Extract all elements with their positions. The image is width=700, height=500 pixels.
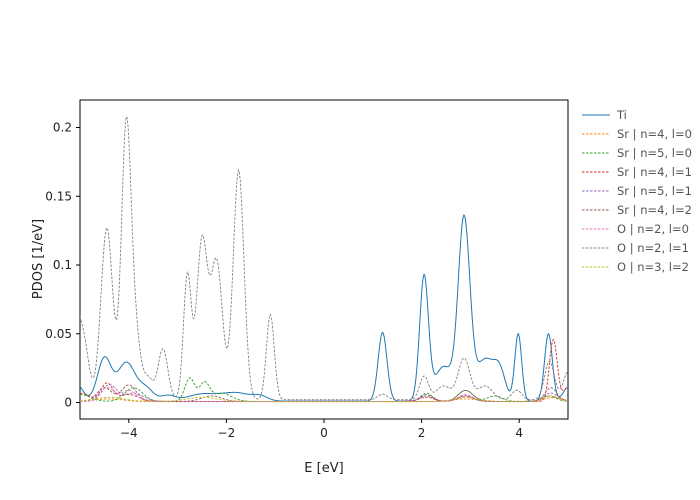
y-axis-label: PDOS [1/eV] xyxy=(31,219,46,299)
y-tick-label: 0.05 xyxy=(45,327,72,341)
series-line-sr-n-5-l-0 xyxy=(80,377,568,402)
x-tick-label: 4 xyxy=(515,426,523,440)
x-tick-label: −2 xyxy=(218,426,236,440)
x-tick-label: 0 xyxy=(320,426,328,440)
legend-label: Sr | n=5, l=0 xyxy=(617,146,692,160)
legend-label: Ti xyxy=(616,108,627,122)
legend-label: Sr | n=4, l=2 xyxy=(617,203,692,217)
x-axis-label: E [eV] xyxy=(304,461,343,476)
legend-label: O | n=2, l=0 xyxy=(617,222,689,236)
y-tick-label: 0.2 xyxy=(53,121,72,135)
series-line-o-n-3-l-2 xyxy=(80,395,568,402)
legend-label: Sr | n=4, l=1 xyxy=(617,165,692,179)
y-tick-label: 0.1 xyxy=(53,258,72,272)
series-line-o-n-2-l-1 xyxy=(80,115,568,401)
legend-label: Sr | n=5, l=1 xyxy=(617,184,692,198)
legend-label: Sr | n=4, l=0 xyxy=(617,127,692,141)
x-axis: −4 −2 0 2 4 xyxy=(120,419,523,440)
legend-label: O | n=3, l=2 xyxy=(617,260,689,274)
x-tick-label: 2 xyxy=(418,426,426,440)
x-tick-label: −4 xyxy=(120,426,138,440)
plot-frame xyxy=(79,99,569,420)
y-axis: 0 0.05 0.1 0.15 0.2 xyxy=(45,121,80,410)
y-tick-label: 0.15 xyxy=(45,189,72,203)
series-line-ti xyxy=(80,214,568,402)
legend: Ti Sr | n=4, l=0 Sr | n=5, l=0 Sr | n=4, l=… xyxy=(582,108,692,274)
legend-label: O | n=2, l=1 xyxy=(617,241,689,255)
plot-lines xyxy=(80,115,568,403)
y-tick-label: 0 xyxy=(64,396,72,410)
